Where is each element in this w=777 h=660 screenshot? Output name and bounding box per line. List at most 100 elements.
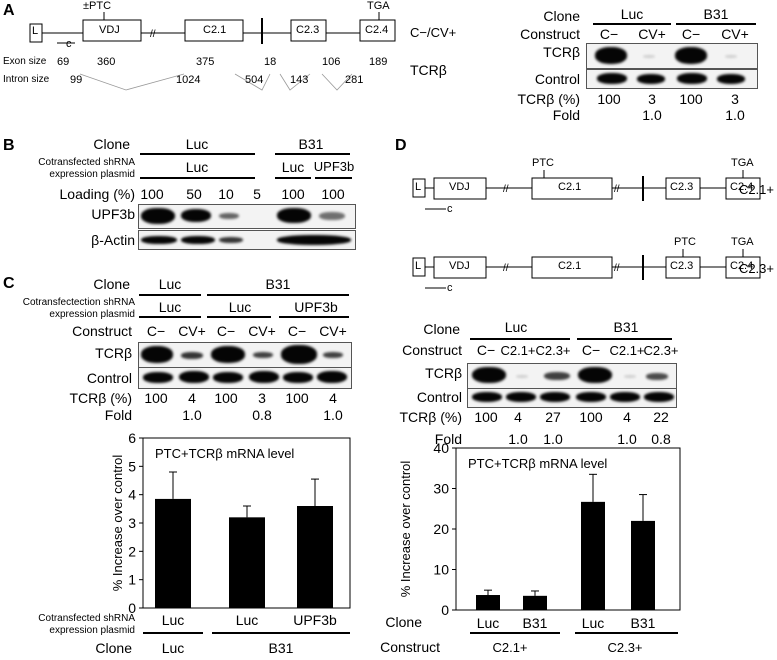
exon-size: 189 (369, 56, 388, 68)
band (277, 208, 311, 223)
band (544, 372, 570, 380)
construct-label-a: C−/CV+ (410, 25, 457, 40)
blot-a-clone: B31 (703, 6, 729, 22)
blot-c-pct: 100 (285, 390, 309, 406)
tga-label: TGA (731, 157, 754, 169)
blot-c-fold: 1.0 (323, 407, 343, 423)
blot-c-pct-label: TCRβ (%) (69, 390, 133, 406)
svg-text://: // (503, 263, 509, 274)
blot-b-shrna: Luc (281, 159, 305, 175)
construct-label-d: C2.3+ (738, 261, 774, 276)
chart-c-shrna-label: Cotransfected shRNA (38, 613, 135, 624)
blot-d-construct: C− (476, 342, 496, 358)
blot-b-shrna-underline (140, 177, 255, 179)
blot-c-shrna-underline (139, 316, 201, 318)
blot-d-fold-label: Fold (434, 431, 462, 447)
y-tick-label: 30 (433, 481, 449, 497)
chart-c-clone-label: Clone (95, 640, 132, 656)
bar (581, 501, 605, 610)
exon-size: 106 (322, 56, 341, 68)
exon-label-vdj: VDJ (449, 181, 470, 193)
blot-c-row-label: TCRβ (95, 345, 132, 361)
blot-a-fold: 1.0 (642, 107, 662, 123)
blot-a-pct-label: TCRβ (%) (517, 91, 581, 107)
blot-c-shrna-underline (279, 316, 349, 318)
band (624, 375, 636, 378)
blot-c-construct: CV+ (248, 323, 276, 339)
blot-b-clone-underline (275, 153, 350, 155)
band (211, 346, 245, 363)
blot-c-shrna-label: Cotransfectection shRNA (22, 297, 135, 308)
c-label: c (447, 203, 453, 215)
blot-c-shrna: UPF3b (294, 299, 338, 315)
exon-label-c24: C2.4 (730, 181, 754, 193)
band (319, 212, 345, 220)
blot-b-row-label: UPF3b (91, 206, 135, 222)
blot-b-clone-underline (140, 153, 255, 155)
blot-a-construct-label: Construct (520, 26, 580, 42)
blot-c-clone: B31 (265, 276, 291, 292)
category-label: Luc (582, 615, 605, 631)
exon-label-c24: C2.4 (365, 24, 389, 36)
blot-b-shrna-underline (275, 177, 311, 179)
band (717, 74, 745, 84)
intron-size: 504 (245, 74, 264, 86)
exon-label-c21: C2.1 (558, 181, 582, 193)
svg-text://: // (614, 184, 620, 195)
blot-d-clone-label: Clone (423, 321, 460, 337)
blot-c-row-label: Control (86, 370, 132, 386)
blot-b-shrna-label: expression plasmid (49, 169, 135, 180)
blot-c-shrna-underline (207, 316, 271, 318)
band (249, 371, 279, 383)
y-tick-label: 2 (128, 543, 136, 559)
blot-a-control-gel (586, 69, 758, 89)
exon-label-c24: C2.4 (730, 260, 754, 272)
band (675, 47, 707, 64)
blot-c-construct-label: Construct (72, 323, 132, 339)
blot-a-clone: Luc (620, 6, 644, 22)
blot-c-pct: 100 (214, 390, 238, 406)
exon-size: 69 (57, 56, 70, 68)
panel-label-c: C (3, 275, 15, 292)
y-tick-label: 4 (128, 487, 136, 503)
exon-label-c23: C2.3 (670, 181, 694, 193)
exon-size: 360 (97, 56, 116, 68)
band (516, 375, 528, 378)
blot-c-clone-label: Clone (93, 276, 130, 292)
blot-a-pct: 3 (731, 91, 739, 107)
blot-d-control-gel (467, 388, 677, 408)
band (281, 345, 317, 364)
blot-a-row-label: TCRβ (543, 44, 580, 60)
blot-d-fold: 1.0 (617, 431, 637, 447)
chart-c-clone: B31 (268, 640, 294, 656)
blot-a-construct: CV+ (638, 26, 666, 42)
blot-b-row-label: β-Actin (91, 232, 135, 248)
chart-c-clone-underline (143, 632, 203, 634)
panel-label-b: B (3, 137, 15, 154)
exon-label-c21: C2.1 (203, 24, 227, 36)
band (472, 392, 502, 402)
tga-label: TGA (367, 0, 390, 12)
band (181, 236, 215, 244)
bar (476, 595, 500, 610)
exon-size-label: Exon size (3, 56, 47, 67)
blot-d-pct: 100 (474, 409, 498, 425)
blot-d-pct-label: TCRβ (%) (399, 409, 463, 425)
svg-text://: // (614, 263, 620, 274)
band (472, 367, 506, 383)
blot-c-fold: 1.0 (182, 407, 202, 423)
construct-label-d: C2.1+ (738, 182, 774, 197)
y-tick-label: 6 (128, 430, 136, 446)
band (143, 372, 173, 383)
band (219, 213, 239, 219)
blot-b-loading-label: Loading (%) (59, 186, 136, 202)
blot-b-clone: B31 (298, 136, 324, 152)
blot-d-construct-label: Construct (402, 342, 462, 358)
blot-b-shrna-underline (315, 177, 352, 179)
blot-d-pct: 4 (514, 409, 522, 425)
svg-text://: // (503, 184, 509, 195)
band (643, 55, 655, 58)
blot-a-clone-underline (676, 23, 756, 25)
